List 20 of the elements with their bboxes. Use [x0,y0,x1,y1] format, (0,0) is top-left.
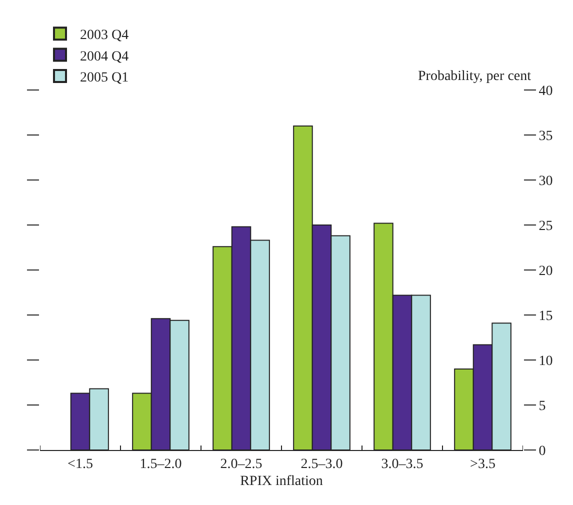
y-tick-label: 40 [538,84,553,99]
x-axis-title: RPIX inflation [240,474,323,490]
x-tick-label: 2.5–3.0 [300,456,343,472]
legend-label: 2003 Q4 [80,28,129,44]
y-tick-label: 35 [538,128,553,144]
x-tick-label: 2.0–2.5 [220,456,262,472]
legend-label: 2005 Q1 [80,70,129,86]
y-tick-label: 20 [538,264,553,279]
x-tick-label: 1.5–2.0 [140,456,182,472]
y-tick-label: 5 [538,398,546,414]
x-tick-label: >3.5 [470,456,496,472]
y-tick-label: 15 [538,308,553,324]
y-tick-label: 30 [538,174,553,189]
x-tick-label: 3.0–3.5 [381,456,424,472]
y-tick-label: 0 [538,444,546,459]
legend-label: 2004 Q4 [80,49,129,64]
y-tick-label: 10 [538,354,553,369]
x-tick-label: <1.5 [68,456,93,472]
y-tick-label: 25 [538,218,553,234]
y-axis-title: Probability, per cent [418,69,532,84]
